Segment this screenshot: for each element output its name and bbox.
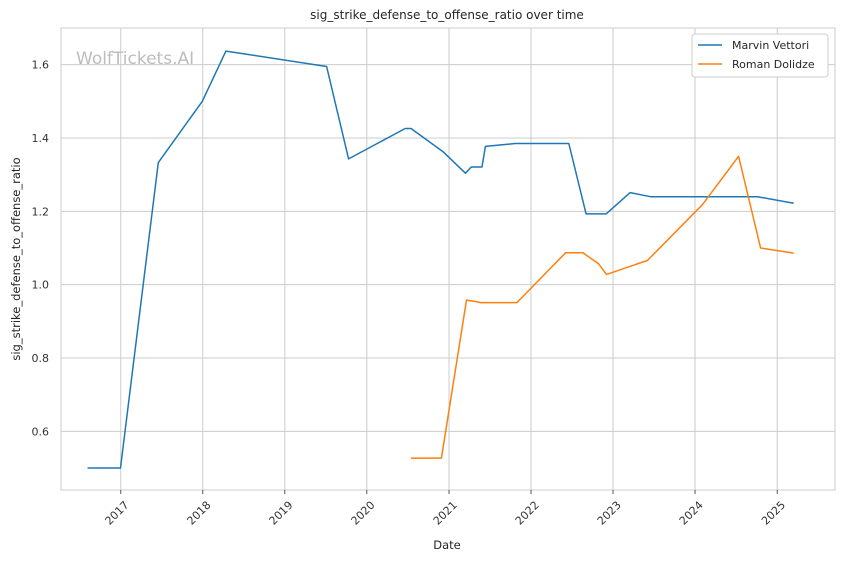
series-line-roman-dolidze — [411, 155, 794, 459]
series-layer — [87, 50, 794, 469]
x-axis-label: Date — [433, 538, 461, 552]
legend: Marvin Vettori Roman Dolidze — [691, 33, 829, 78]
y-tick-label: 1.0 — [32, 279, 50, 292]
legend-label-roman-dolidze: Roman Dolidze — [732, 58, 815, 71]
series-line-marvin-vettori — [87, 50, 794, 469]
x-tick-label: 2017 — [103, 499, 132, 528]
legend-label-marvin-vettori: Marvin Vettori — [732, 39, 809, 52]
x-tick-label: 2025 — [759, 499, 788, 528]
y-tick-label: 1.2 — [32, 205, 50, 218]
watermark: WolfTickets.AI — [76, 49, 194, 69]
y-axis-ticks: 0.6 0.8 1.0 1.2 1.4 1.6 — [32, 59, 50, 439]
y-tick-label: 0.6 — [32, 425, 50, 438]
x-axis-ticks: 2017 2018 2019 2020 2021 2022 2023 2024 2025 — [103, 490, 788, 528]
legend-box — [691, 33, 829, 78]
y-tick-label: 0.8 — [32, 352, 50, 365]
y-tick-label: 1.6 — [32, 59, 50, 72]
x-tick-label: 2023 — [595, 499, 624, 528]
x-tick-label: 2024 — [677, 499, 706, 528]
x-tick-label: 2018 — [185, 499, 214, 528]
x-tick-label: 2020 — [349, 499, 378, 528]
x-tick-label: 2021 — [431, 499, 460, 528]
y-tick-label: 1.4 — [32, 132, 50, 145]
y-axis-label: sig_strike_defense_to_offense_ratio — [9, 157, 23, 360]
grid — [61, 28, 835, 490]
x-tick-label: 2022 — [513, 499, 542, 528]
chart-title: sig_strike_defense_to_offense_ratio over… — [310, 8, 584, 22]
x-tick-label: 2019 — [267, 499, 296, 528]
